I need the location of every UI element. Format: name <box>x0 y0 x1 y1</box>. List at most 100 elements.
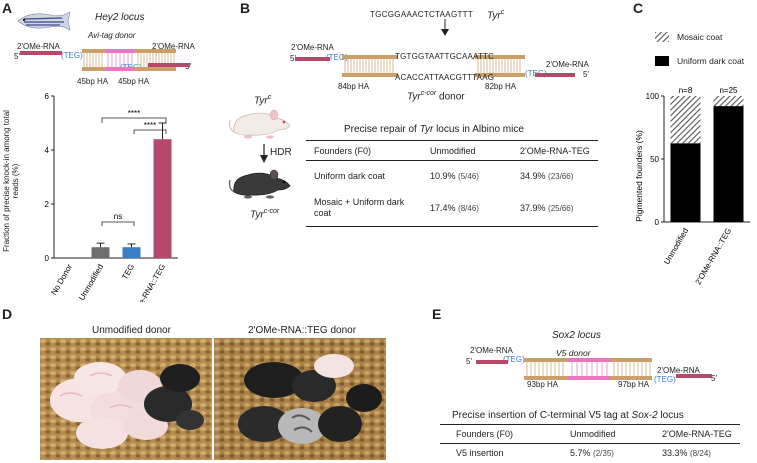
sox2-locus-title: Sox2 locus <box>552 330 601 341</box>
b-th-teg: 2'OMe-RNA-TEG <box>520 145 590 156</box>
d-right-title: 2'OMe-RNA::TEG donor <box>248 325 357 336</box>
b-cut-arrow <box>441 19 449 36</box>
panel-label-a: A <box>2 0 13 16</box>
e-ha-left: 93bp HA <box>527 380 559 389</box>
c-bar-segment <box>713 96 744 107</box>
b-right-rna-label: 2'OMe-RNA <box>546 60 589 69</box>
sox2-insertion-table: Founders (F0) Unmodified 2'OMe-RNA-TEG V… <box>440 424 740 463</box>
b-tyr-c-text: Tyr <box>487 10 501 22</box>
b-row1-label: Uniform dark coat <box>314 170 386 181</box>
b-seq-upper: TGTGGTAATTGCAAATTC <box>395 52 495 61</box>
panel-label-c: C <box>633 0 644 16</box>
b-row1-teg: 34.9% (23/66) <box>520 170 574 181</box>
b-donor-diagram <box>295 55 575 77</box>
c-legend-uniform: Uniform dark coat <box>677 56 745 66</box>
e-left-rna-label: 2'OMe-RNA <box>470 346 513 355</box>
b-mouse-bottom-sup: c-cor <box>263 208 280 215</box>
c-legend-mosaic: Mosaic coat <box>677 32 723 42</box>
c-legend <box>655 32 669 66</box>
e-th-teg: 2'OMe-RNA-TEG <box>662 429 732 439</box>
a-rna-right-bar <box>148 63 190 67</box>
b-table-title: Precise repair of Tyr locus in Albino mi… <box>344 124 524 135</box>
b-rna-left-bar <box>295 57 330 61</box>
avi-donor-label: Avi-tag donor <box>88 31 136 40</box>
a-ylabel-wrap: Fraction of precise knock-in among total… <box>2 96 20 256</box>
hey2-locus-title: Hey2 locus <box>95 12 145 23</box>
b-table-header-row: Founders (F0) Unmodified 2'OMe-RNA-TEG <box>306 140 598 161</box>
e-right-rna-label: 2'OMe-RNA <box>657 366 700 375</box>
e-th-founders: Founders (F0) <box>456 429 514 439</box>
e-rna-left-bar <box>476 360 508 364</box>
a-ylabel: Fraction of precise knock-in among total… <box>2 110 20 252</box>
table-row: Mosaic + Uniform dark coat 17.4% (8/46) … <box>306 191 598 227</box>
b-hdr-label: HDR <box>270 147 292 158</box>
c-n-annotation: n=25 <box>719 86 738 95</box>
a-avi-bottom <box>105 67 135 71</box>
a-sig-top: **** <box>128 109 140 118</box>
panel-label-b: B <box>240 0 251 16</box>
zebrafish-icon <box>17 11 71 31</box>
a-five-prime-left: 5' <box>14 52 20 61</box>
c-legend-swatch-uniform <box>655 56 669 66</box>
photo-unmodified-litter <box>40 338 212 460</box>
panel-label-d: D <box>2 306 13 322</box>
c-category-label: Unmodified <box>662 227 690 267</box>
b-tyr-c-sup: c <box>500 9 505 16</box>
a-ytick-label: 0 <box>45 254 50 263</box>
e-row1-teg: 33.3% (8/24) <box>662 448 711 459</box>
hdr-arrow-icon <box>260 144 268 163</box>
b-top-ha-right <box>475 55 525 59</box>
albino-mouse-icon <box>228 109 291 139</box>
a-bar <box>91 247 110 258</box>
a-category-label: TEG <box>120 263 136 282</box>
photo-teg-litter <box>214 338 386 460</box>
a-donor-diagram <box>20 49 190 71</box>
b-mouse-top-text: Tyr <box>254 95 268 107</box>
tyr-repair-table: Founders (F0) Unmodified 2'OMe-RNA-TEG U… <box>306 140 598 227</box>
e-five-prime-right: 5' <box>711 374 717 383</box>
dark-mouse-icon <box>228 169 291 199</box>
c-ylabel: Pigmented founders (%) <box>634 130 644 222</box>
b-row2-unmod: 17.4% (8/46) <box>430 203 479 214</box>
e-rna-right-bar <box>676 374 712 378</box>
b-mouse-top-label: Tyrc <box>254 94 271 106</box>
e-table-header-row: Founders (F0) Unmodified 2'OMe-RNA-TEG <box>440 424 740 444</box>
e-row1-label: V5 insertion <box>456 448 504 459</box>
e-th-unmod: Unmodified <box>570 429 616 439</box>
a-bar <box>122 247 141 258</box>
a-bar <box>153 139 172 258</box>
c-ytick-label: 0 <box>655 218 660 227</box>
d-left-title: Unmodified donor <box>92 325 171 336</box>
e-v5-bottom <box>568 376 610 380</box>
b-five-prime-left: 5' <box>290 54 296 63</box>
b-bottom-ha-left <box>342 73 398 77</box>
c-bar-segment <box>670 143 701 222</box>
b-target-seq: TGCGGAAACTCTAAGTTT <box>370 10 474 19</box>
b-donor-name: Tyr <box>407 91 421 103</box>
a-teg-left: (TEG) <box>61 51 83 60</box>
v5-donor-label: V5 donor <box>556 348 591 358</box>
e-donor-diagram <box>476 358 712 380</box>
a-ytick-label: 2 <box>45 200 50 209</box>
a-sig-ns: ns <box>114 212 122 221</box>
c-bar-segment <box>713 106 744 222</box>
e-v5-top <box>568 358 610 362</box>
b-donor-suffix: donor <box>436 91 465 103</box>
c-ytick-label: 50 <box>650 155 659 164</box>
b-mouse-bottom-text: Tyr <box>250 209 264 221</box>
e-ha-right: 97bp HA <box>618 380 650 389</box>
a-category-label: Unmodified <box>77 263 105 303</box>
a-sig-mid: **** <box>144 121 156 130</box>
c-bar-segment <box>670 96 701 144</box>
b-five-prime-right: 5' <box>583 70 589 79</box>
a-rna-left-bar <box>20 51 62 55</box>
e-five-prime-left: 5' <box>466 357 472 366</box>
b-donor-label: Tyrc-cor donor <box>407 90 465 102</box>
table-row: V5 insertion 5.7% (2/35) 33.3% (8/24) <box>440 444 740 463</box>
a-ytick-label: 4 <box>45 146 50 155</box>
c-ytick-label: 100 <box>646 92 660 101</box>
a-sig-bracket-mid <box>133 129 167 134</box>
a-ha-left: 45bp HA <box>77 77 109 86</box>
b-left-rna-label: 2'OMe-RNA <box>291 43 334 52</box>
